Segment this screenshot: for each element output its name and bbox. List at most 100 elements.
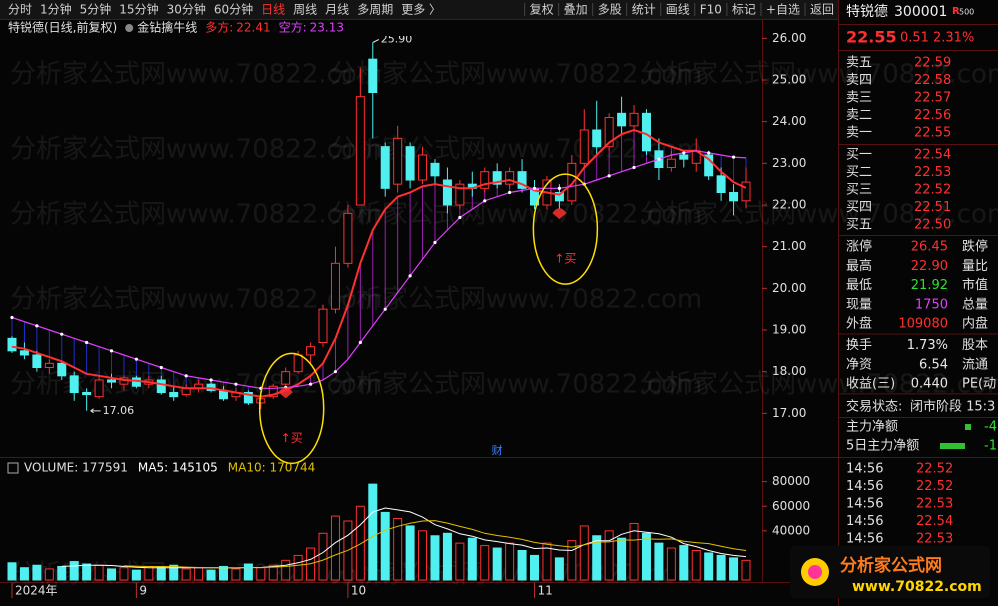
toolbar-tab[interactable]: 日线 <box>261 3 285 17</box>
candle-body <box>44 362 54 369</box>
toolbar-tab[interactable]: 周线 <box>293 3 317 17</box>
toolbar-button[interactable]: 返回 <box>810 3 834 17</box>
volume-bar <box>119 567 129 581</box>
candle-body <box>393 137 403 185</box>
volume-bar <box>380 511 390 581</box>
volume-bar <box>679 545 689 581</box>
volume-chart: 40000 60000 80000 2024年 9 10 11 VOLUME: 177591 M… <box>7 461 810 598</box>
candle-body <box>716 175 726 193</box>
volume-bar <box>194 567 204 581</box>
volume-bar <box>442 532 452 581</box>
indicator-icon <box>125 24 134 32</box>
volume-ma-line <box>61 507 747 569</box>
volume-bar <box>107 568 117 581</box>
stat-label: 流通 <box>962 357 988 372</box>
book-label: 卖三 <box>846 91 872 106</box>
indicator-dot <box>707 151 711 155</box>
x-tick-label: 9 <box>139 584 147 598</box>
volume-bar <box>480 545 490 581</box>
stat-label: PE(动 <box>962 377 996 392</box>
toolbar-tab[interactable]: 1分钟 <box>40 2 72 17</box>
volume-bar <box>729 557 739 581</box>
volume-bar <box>44 568 54 581</box>
candle-body <box>156 379 166 393</box>
candle-body <box>641 112 651 152</box>
book-price: 22.53 <box>914 165 951 180</box>
tick-price: 22.53 <box>916 497 953 512</box>
candle-body <box>430 162 440 177</box>
stat-value: 21.92 <box>911 278 948 293</box>
book-label: 买一 <box>846 148 872 163</box>
toolbar-tab[interactable]: 5分钟 <box>80 2 112 17</box>
volume-bar <box>156 567 166 581</box>
volume-bar <box>530 554 540 581</box>
candle-body <box>492 171 502 185</box>
last-price: 22.55 <box>846 28 897 47</box>
watermark: 分析家公式网www.70822.com <box>330 200 702 230</box>
indicator-dot <box>508 190 512 195</box>
indicator-line <box>11 150 747 389</box>
toolbar-button[interactable]: 复权 <box>530 3 554 17</box>
x-tick-label: 10 <box>351 584 366 598</box>
book-label: 卖一 <box>846 126 872 141</box>
flow-value: -4 <box>984 420 997 435</box>
volume-bar <box>231 568 241 581</box>
volume-bar <box>418 530 428 581</box>
toolbar-tab[interactable]: 月线 <box>325 3 349 17</box>
price-chart: 17.00 18.00 19.00 20.00 21.00 22.00 23.00 24.00… <box>0 20 806 465</box>
candle-body <box>679 154 689 160</box>
toolbar-tab[interactable]: 多周期 <box>357 3 393 17</box>
book-price: 22.52 <box>914 183 951 198</box>
watermark: 分析家公式网www.70822.com <box>10 135 382 165</box>
book-price: 22.50 <box>914 218 951 233</box>
toolbar-tab[interactable]: 分时 <box>8 3 32 17</box>
legend-name: 空方: <box>279 20 307 35</box>
toolbar-button[interactable]: 画线 <box>666 3 690 17</box>
candle-body <box>380 146 390 189</box>
candle-body <box>169 392 179 398</box>
book-price: 22.59 <box>914 56 951 71</box>
stat-label: 净资 <box>846 357 872 372</box>
volume-bar <box>704 552 714 581</box>
book-label: 买四 <box>846 200 872 215</box>
candle-body <box>355 96 365 206</box>
event-label: 财 <box>492 443 503 457</box>
toolbar-button[interactable]: F10 <box>700 3 722 17</box>
candle-body <box>19 350 29 356</box>
signal-marker <box>552 208 567 220</box>
indicator-dot <box>607 174 611 178</box>
stat-label: 现量 <box>846 297 872 312</box>
volume-ma-line <box>123 520 747 569</box>
legend-name: 多方: <box>205 20 233 35</box>
y-tick-label: 18.00 <box>772 364 806 378</box>
indicator-dot <box>134 357 139 361</box>
toolbar-tab[interactable]: 60分钟 <box>214 2 253 17</box>
candle-body <box>604 117 614 148</box>
candle-body <box>729 192 739 202</box>
flow-bar <box>965 424 971 430</box>
stat-label: 涨停 <box>846 239 872 255</box>
toolbar-tab[interactable]: 30分钟 <box>167 2 206 17</box>
flow-label: 5日主力净额 <box>846 439 919 454</box>
toolbar-tab[interactable]: 15分钟 <box>119 2 158 17</box>
toolbar-button[interactable]: 叠加 <box>564 3 588 17</box>
toolbar-button[interactable]: 统计 <box>632 3 656 17</box>
volume-bar <box>567 540 577 581</box>
stock-name: 特锐德 <box>846 4 888 20</box>
candle-body <box>442 179 452 206</box>
stat-label: 总量 <box>962 297 988 312</box>
toolbar-button[interactable]: +自选 <box>766 3 800 17</box>
indicator-dot <box>184 374 188 378</box>
toolbar-button[interactable]: 标记 <box>732 3 756 17</box>
signal-label: ↑买 <box>554 252 576 266</box>
volume-bar <box>629 522 639 581</box>
indicator-dot <box>60 332 64 336</box>
candle-body <box>57 362 67 377</box>
toolbar-button[interactable]: 多股 <box>598 3 622 17</box>
toolbar-tab[interactable]: 更多 〉 <box>401 3 441 17</box>
indicator-dot <box>458 215 462 220</box>
logo-icon <box>808 565 822 579</box>
volume-bar <box>467 537 477 581</box>
